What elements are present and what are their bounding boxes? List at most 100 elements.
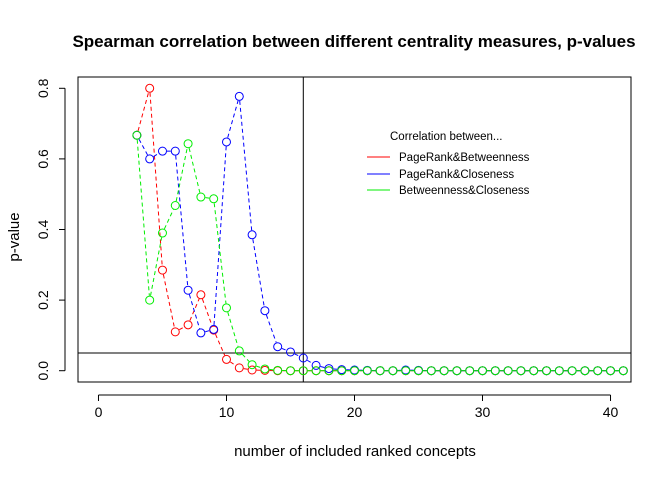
data-point <box>273 342 283 352</box>
series-segment <box>138 138 148 156</box>
series-segment <box>178 326 185 331</box>
series-segment <box>252 239 265 307</box>
x-axis: 0 10 20 30 40 <box>95 394 619 420</box>
data-point <box>554 366 564 376</box>
data-point <box>580 366 590 376</box>
data-point <box>234 346 244 356</box>
data-point <box>170 200 180 210</box>
data-point <box>196 328 206 338</box>
data-point <box>157 265 167 275</box>
series-segment <box>205 330 210 333</box>
x-tick-label: 10 <box>219 404 235 420</box>
series-segment <box>153 153 159 157</box>
data-point <box>170 327 180 337</box>
data-point <box>311 360 321 370</box>
y-tick-label: 0.6 <box>35 149 51 169</box>
data-point <box>183 320 193 330</box>
series-segment <box>265 314 277 343</box>
series-segment <box>320 366 325 368</box>
legend: Correlation between... PageRank&Betweenn… <box>367 131 530 197</box>
data-point <box>183 139 193 149</box>
data-point <box>465 366 475 376</box>
series-segment <box>213 146 227 325</box>
series-segment <box>213 203 227 304</box>
series-segment <box>243 368 248 370</box>
data-point <box>183 285 193 295</box>
data-point <box>324 366 334 376</box>
data-point <box>145 154 155 164</box>
series-segment <box>136 139 150 296</box>
data-point <box>196 192 206 202</box>
data-point <box>401 366 411 376</box>
data-point <box>234 363 244 373</box>
legend-entry: PageRank&Betweenness <box>399 152 530 164</box>
series-segment <box>306 359 313 364</box>
data-point <box>298 366 308 376</box>
y-tick-label: 0.8 <box>35 78 51 98</box>
data-point <box>388 366 398 376</box>
data-point <box>196 290 206 300</box>
data-point <box>221 137 231 147</box>
series-segment <box>163 209 174 230</box>
data-point <box>132 130 142 140</box>
series-segment <box>215 334 226 356</box>
series-segment <box>162 274 175 328</box>
data-point <box>567 366 577 376</box>
data-point <box>145 295 155 305</box>
data-point <box>516 366 526 376</box>
data-point <box>157 228 167 238</box>
data-point <box>170 146 180 156</box>
data-point <box>209 324 219 334</box>
data-point <box>221 303 231 313</box>
series-segment <box>205 197 210 199</box>
series-2 <box>132 130 628 376</box>
series-segment <box>150 237 163 296</box>
data-point <box>247 230 257 240</box>
series-segment <box>227 312 239 347</box>
series-segment <box>281 347 287 351</box>
plot-area <box>77 76 632 383</box>
data-point <box>324 364 334 374</box>
data-point <box>478 366 488 376</box>
series-segment <box>149 92 163 266</box>
data-point <box>439 366 449 376</box>
series-segment <box>189 298 200 321</box>
data-point <box>542 366 552 376</box>
data-point <box>285 347 295 357</box>
data-point <box>606 366 616 376</box>
series-segment <box>241 353 250 362</box>
chart-title: Spearman correlation between different c… <box>72 32 635 51</box>
series-segment <box>239 100 253 231</box>
data-point <box>247 365 257 375</box>
data-point <box>337 366 347 376</box>
y-axis: 0.0 0.2 0.4 0.6 0.8 <box>35 78 66 381</box>
data-point <box>285 366 295 376</box>
series-segment <box>175 155 189 286</box>
data-point <box>414 366 424 376</box>
data-point <box>350 366 359 376</box>
data-point <box>145 83 155 93</box>
series-segment <box>175 148 188 202</box>
series-segment <box>256 365 261 368</box>
data-point <box>221 354 231 364</box>
data-point <box>260 306 270 316</box>
x-axis-label: number of included ranked concepts <box>234 443 476 460</box>
plot-frame <box>77 76 632 383</box>
data-point <box>490 366 500 376</box>
data-point <box>452 366 462 376</box>
x-tick-label: 20 <box>347 404 363 420</box>
data-point <box>273 365 283 375</box>
series-segment <box>229 361 236 366</box>
series-segment <box>294 353 300 357</box>
y-tick-label: 0.0 <box>35 361 51 381</box>
data-point <box>247 360 257 370</box>
x-tick-label: 40 <box>603 404 619 420</box>
data-point <box>362 366 372 376</box>
x-tick-label: 30 <box>475 404 491 420</box>
legend-entry: PageRank&Closeness <box>399 169 514 181</box>
data-point <box>311 366 321 376</box>
series-segment <box>188 147 201 193</box>
legend-title: Correlation between... <box>390 131 503 143</box>
data-point <box>529 366 539 376</box>
